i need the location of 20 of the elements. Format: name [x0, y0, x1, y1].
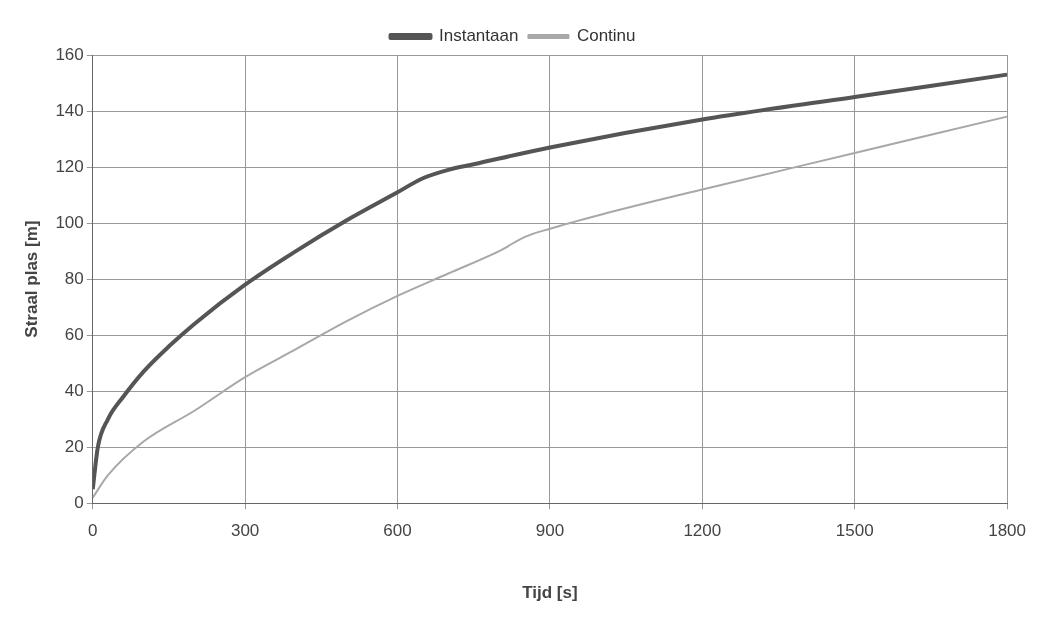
y-tick-label: 160: [55, 44, 84, 64]
y-tick-label: 60: [64, 324, 84, 344]
y-tick-label: 140: [55, 100, 84, 120]
y-tick-label: 40: [64, 380, 84, 400]
y-tick-label: 0: [74, 492, 84, 512]
x-axis-title: Tijd [s]: [522, 583, 578, 603]
y-tick-label: 20: [64, 436, 84, 456]
legend-label: Continu: [576, 26, 636, 46]
legend-label: Instantaan: [439, 26, 519, 46]
y-tick-label: 80: [64, 268, 84, 288]
x-tick-label: 0: [88, 521, 98, 541]
y-axis-title: Straal plas [m]: [21, 220, 41, 338]
x-tick-label: 900: [535, 521, 565, 541]
x-tick-label: 1800: [988, 521, 1026, 541]
y-tick-label: 120: [55, 156, 84, 176]
x-tick-label: 1500: [835, 521, 874, 541]
y-tick-label: 100: [55, 212, 84, 232]
x-tick-label: 300: [230, 521, 260, 541]
x-tick-label: 600: [383, 521, 412, 541]
x-tick-label: 1200: [683, 521, 722, 541]
